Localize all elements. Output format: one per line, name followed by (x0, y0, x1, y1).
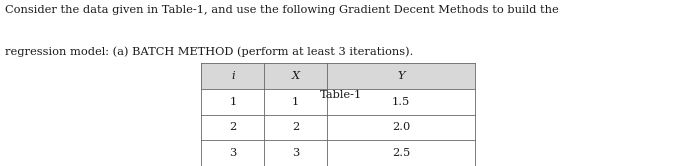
Text: Table-1: Table-1 (320, 90, 363, 100)
Text: i: i (231, 71, 235, 81)
Text: 1: 1 (229, 97, 236, 107)
Text: 2.5: 2.5 (392, 148, 410, 158)
Text: 1.5: 1.5 (392, 97, 410, 107)
Text: regression model: (a) BATCH METHOD (perform at least 3 iterations).: regression model: (a) BATCH METHOD (perf… (5, 46, 414, 57)
Text: 3: 3 (292, 148, 299, 158)
Text: 2.0: 2.0 (392, 122, 410, 132)
Text: X: X (292, 71, 300, 81)
Text: Y: Y (398, 71, 404, 81)
Text: 2: 2 (229, 122, 236, 132)
Text: 1: 1 (292, 97, 299, 107)
Text: 3: 3 (229, 148, 236, 158)
Text: Consider the data given in Table-1, and use the following Gradient Decent Method: Consider the data given in Table-1, and … (5, 5, 559, 15)
Text: 2: 2 (292, 122, 299, 132)
